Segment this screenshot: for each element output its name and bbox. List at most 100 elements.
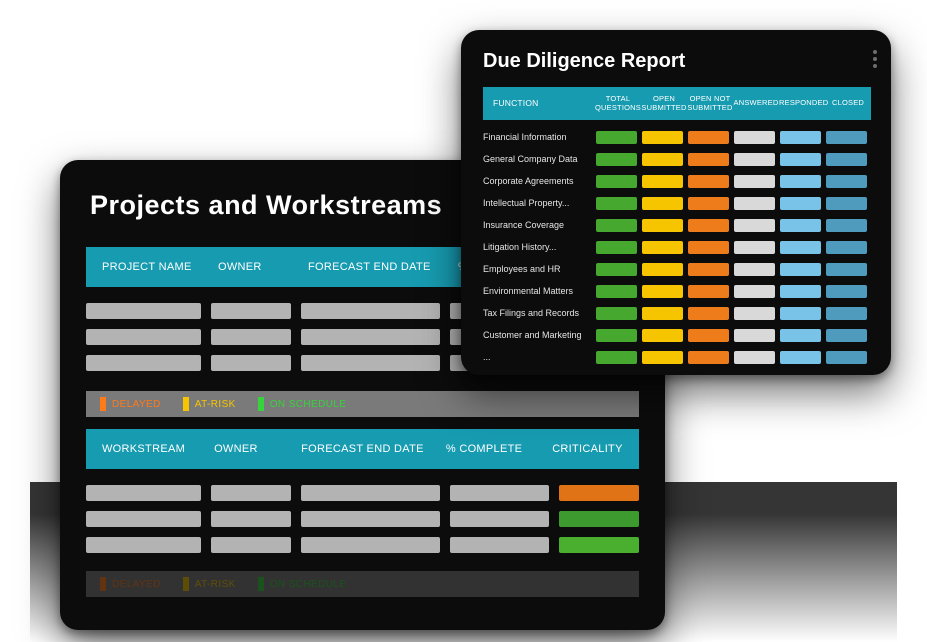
legend-at-risk-b: AT-RISK xyxy=(195,579,236,590)
dd-cell xyxy=(688,351,729,364)
col-workstream: WORKSTREAM xyxy=(86,443,208,455)
dd-col-total-q: TOTAL QUESTIONS xyxy=(595,95,641,112)
dd-cell xyxy=(734,153,775,166)
dd-col-open-not-submitted: OPEN NOT SUBMITTED xyxy=(687,95,733,112)
dd-row-label: General Company Data xyxy=(483,154,591,164)
dd-cell xyxy=(734,241,775,254)
cell xyxy=(301,329,439,345)
dd-col-function: FUNCTION xyxy=(483,99,595,109)
dd-row: Employees and HR xyxy=(483,258,871,280)
dd-cell xyxy=(688,219,729,232)
dd-row-label: ... xyxy=(483,352,591,362)
dd-cell xyxy=(596,285,637,298)
dd-cell xyxy=(734,285,775,298)
cell xyxy=(86,485,201,501)
workstream-rows xyxy=(86,485,639,553)
cell xyxy=(86,303,201,319)
dd-cell xyxy=(688,329,729,342)
dd-cell xyxy=(734,175,775,188)
cell xyxy=(211,329,291,345)
dd-cell xyxy=(826,307,867,320)
dd-row-label: Intellectual Property... xyxy=(483,198,591,208)
cell xyxy=(559,485,639,501)
dd-col-answered: ANSWERED xyxy=(733,99,779,108)
workstream-row xyxy=(86,511,639,527)
dd-cell xyxy=(596,307,637,320)
swatch-at-risk-b xyxy=(183,577,189,591)
col-project-name: PROJECT NAME xyxy=(86,261,212,273)
cell xyxy=(301,511,439,527)
dd-cell xyxy=(642,131,683,144)
dd-cell xyxy=(734,131,775,144)
dd-cell xyxy=(688,307,729,320)
dd-row-label: Tax Filings and Records xyxy=(483,308,591,318)
cell xyxy=(559,537,639,553)
dd-cell xyxy=(780,285,821,298)
dd-row: General Company Data xyxy=(483,148,871,170)
dd-cell xyxy=(596,175,637,188)
legend-delayed-b: DELAYED xyxy=(112,579,161,590)
dd-cell xyxy=(734,219,775,232)
dd-cell xyxy=(688,285,729,298)
dd-cell xyxy=(688,131,729,144)
col-ws-owner: OWNER xyxy=(208,443,295,455)
dd-cell xyxy=(826,329,867,342)
dd-row: Intellectual Property... xyxy=(483,192,871,214)
kebab-menu-icon[interactable] xyxy=(873,50,877,68)
dd-cell xyxy=(688,241,729,254)
cell xyxy=(86,329,201,345)
cell xyxy=(301,355,439,371)
dd-cell xyxy=(642,219,683,232)
col-ws-pct: % COMPLETE xyxy=(440,443,546,455)
dd-cell xyxy=(780,263,821,276)
cell xyxy=(211,485,291,501)
dd-cell xyxy=(642,153,683,166)
cell xyxy=(301,537,439,553)
dd-cell xyxy=(826,131,867,144)
dd-cell xyxy=(780,351,821,364)
dd-col-responded: RESPONDED xyxy=(779,99,825,108)
dd-header-row: FUNCTION TOTAL QUESTIONS OPEN SUBMITTED … xyxy=(483,87,871,120)
cell xyxy=(450,511,549,527)
col-criticality: CRITICALITY xyxy=(546,443,639,455)
dd-cell xyxy=(780,241,821,254)
dd-cell xyxy=(596,329,637,342)
dd-row-label: Employees and HR xyxy=(483,264,591,274)
dd-row: ... xyxy=(483,346,871,368)
dd-col-open-submitted: OPEN SUBMITTED xyxy=(641,95,687,112)
cell xyxy=(450,485,549,501)
dd-title: Due Diligence Report xyxy=(483,50,871,73)
dd-cell xyxy=(596,131,637,144)
legend-at-risk: AT-RISK xyxy=(195,399,236,410)
dd-row: Financial Information xyxy=(483,126,871,148)
legend-on-schedule: ON SCHEDULE xyxy=(270,399,347,410)
dd-row-label: Customer and Marketing xyxy=(483,330,591,340)
dd-cell xyxy=(642,351,683,364)
dd-cell xyxy=(826,219,867,232)
dd-row-label: Litigation History... xyxy=(483,242,591,252)
dd-row: Customer and Marketing xyxy=(483,324,871,346)
dd-cell xyxy=(780,131,821,144)
dd-row-label: Financial Information xyxy=(483,132,591,142)
swatch-delayed xyxy=(100,397,106,411)
dd-cell xyxy=(688,175,729,188)
cell xyxy=(86,511,201,527)
dd-cell xyxy=(826,197,867,210)
dd-cell xyxy=(780,329,821,342)
cell xyxy=(301,485,439,501)
dd-cell xyxy=(780,197,821,210)
dd-cell xyxy=(780,153,821,166)
cell xyxy=(559,511,639,527)
dd-cell xyxy=(642,307,683,320)
status-legend: DELAYED AT-RISK ON SCHEDULE xyxy=(86,391,639,417)
dd-cell xyxy=(596,219,637,232)
dd-col-closed: CLOSED xyxy=(825,99,871,108)
workstream-header-row: WORKSTREAM OWNER FORECAST END DATE % COM… xyxy=(86,429,639,469)
dd-cell xyxy=(780,175,821,188)
dd-row: Corporate Agreements xyxy=(483,170,871,192)
dd-cell xyxy=(596,241,637,254)
cell xyxy=(450,537,549,553)
cell xyxy=(211,303,291,319)
dd-cell xyxy=(826,153,867,166)
col-ws-forecast: FORECAST END DATE xyxy=(295,443,440,455)
